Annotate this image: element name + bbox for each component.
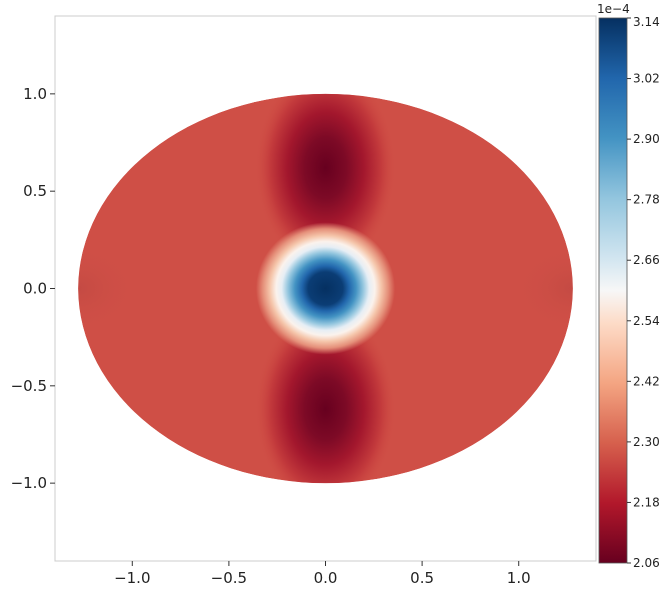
colorbar-tick-label: 3.14 — [633, 15, 660, 29]
colorbar-exponent-label: 1e−4 — [597, 2, 630, 16]
colorbar-gradient — [598, 17, 628, 564]
center-peak — [255, 222, 396, 355]
y-tick-label: 1.0 — [23, 85, 47, 103]
colorbar-tick-label: 2.78 — [633, 193, 660, 207]
y-tick-label: 0.0 — [23, 280, 47, 298]
x-tick-label: 1.0 — [507, 569, 531, 587]
colorbar-tick-label: 2.42 — [633, 374, 660, 388]
colorbar: 1e−4 3.14 3.02 2.90 2.78 2.66 2.54 2.42 2.30 2.1… — [597, 2, 660, 570]
colorbar-tick-label: 3.02 — [633, 72, 660, 86]
x-axis: −1.0 −0.5 0.0 0.5 1.0 — [114, 561, 531, 587]
side-region-left — [78, 245, 137, 332]
x-tick-label: 0.0 — [314, 569, 338, 587]
trough-bottom — [255, 307, 396, 484]
colorbar-tick-label: 2.90 — [633, 132, 660, 146]
x-tick-label: −1.0 — [114, 569, 150, 587]
heatmap-field — [78, 93, 573, 484]
x-tick-label: −0.5 — [211, 569, 247, 587]
colorbar-ticks: 3.14 3.02 2.90 2.78 2.66 2.54 2.42 2.30 2.18 2.06 — [627, 15, 660, 570]
y-tick-label: −0.5 — [11, 377, 47, 395]
colorbar-tick-label: 2.54 — [633, 314, 660, 328]
colorbar-tick-label: 2.06 — [633, 556, 660, 570]
y-tick-label: 0.5 — [23, 182, 47, 200]
side-region-right — [514, 245, 573, 332]
y-tick-label: −1.0 — [11, 474, 47, 492]
x-tick-label: 0.5 — [410, 569, 434, 587]
colorbar-tick-label: 2.18 — [633, 495, 660, 509]
trough-top — [255, 93, 396, 270]
colorbar-tick-label: 2.30 — [633, 435, 660, 449]
y-axis: 1.0 0.5 0.0 −0.5 −1.0 — [11, 85, 55, 492]
colorbar-tick-label: 2.66 — [633, 253, 660, 267]
